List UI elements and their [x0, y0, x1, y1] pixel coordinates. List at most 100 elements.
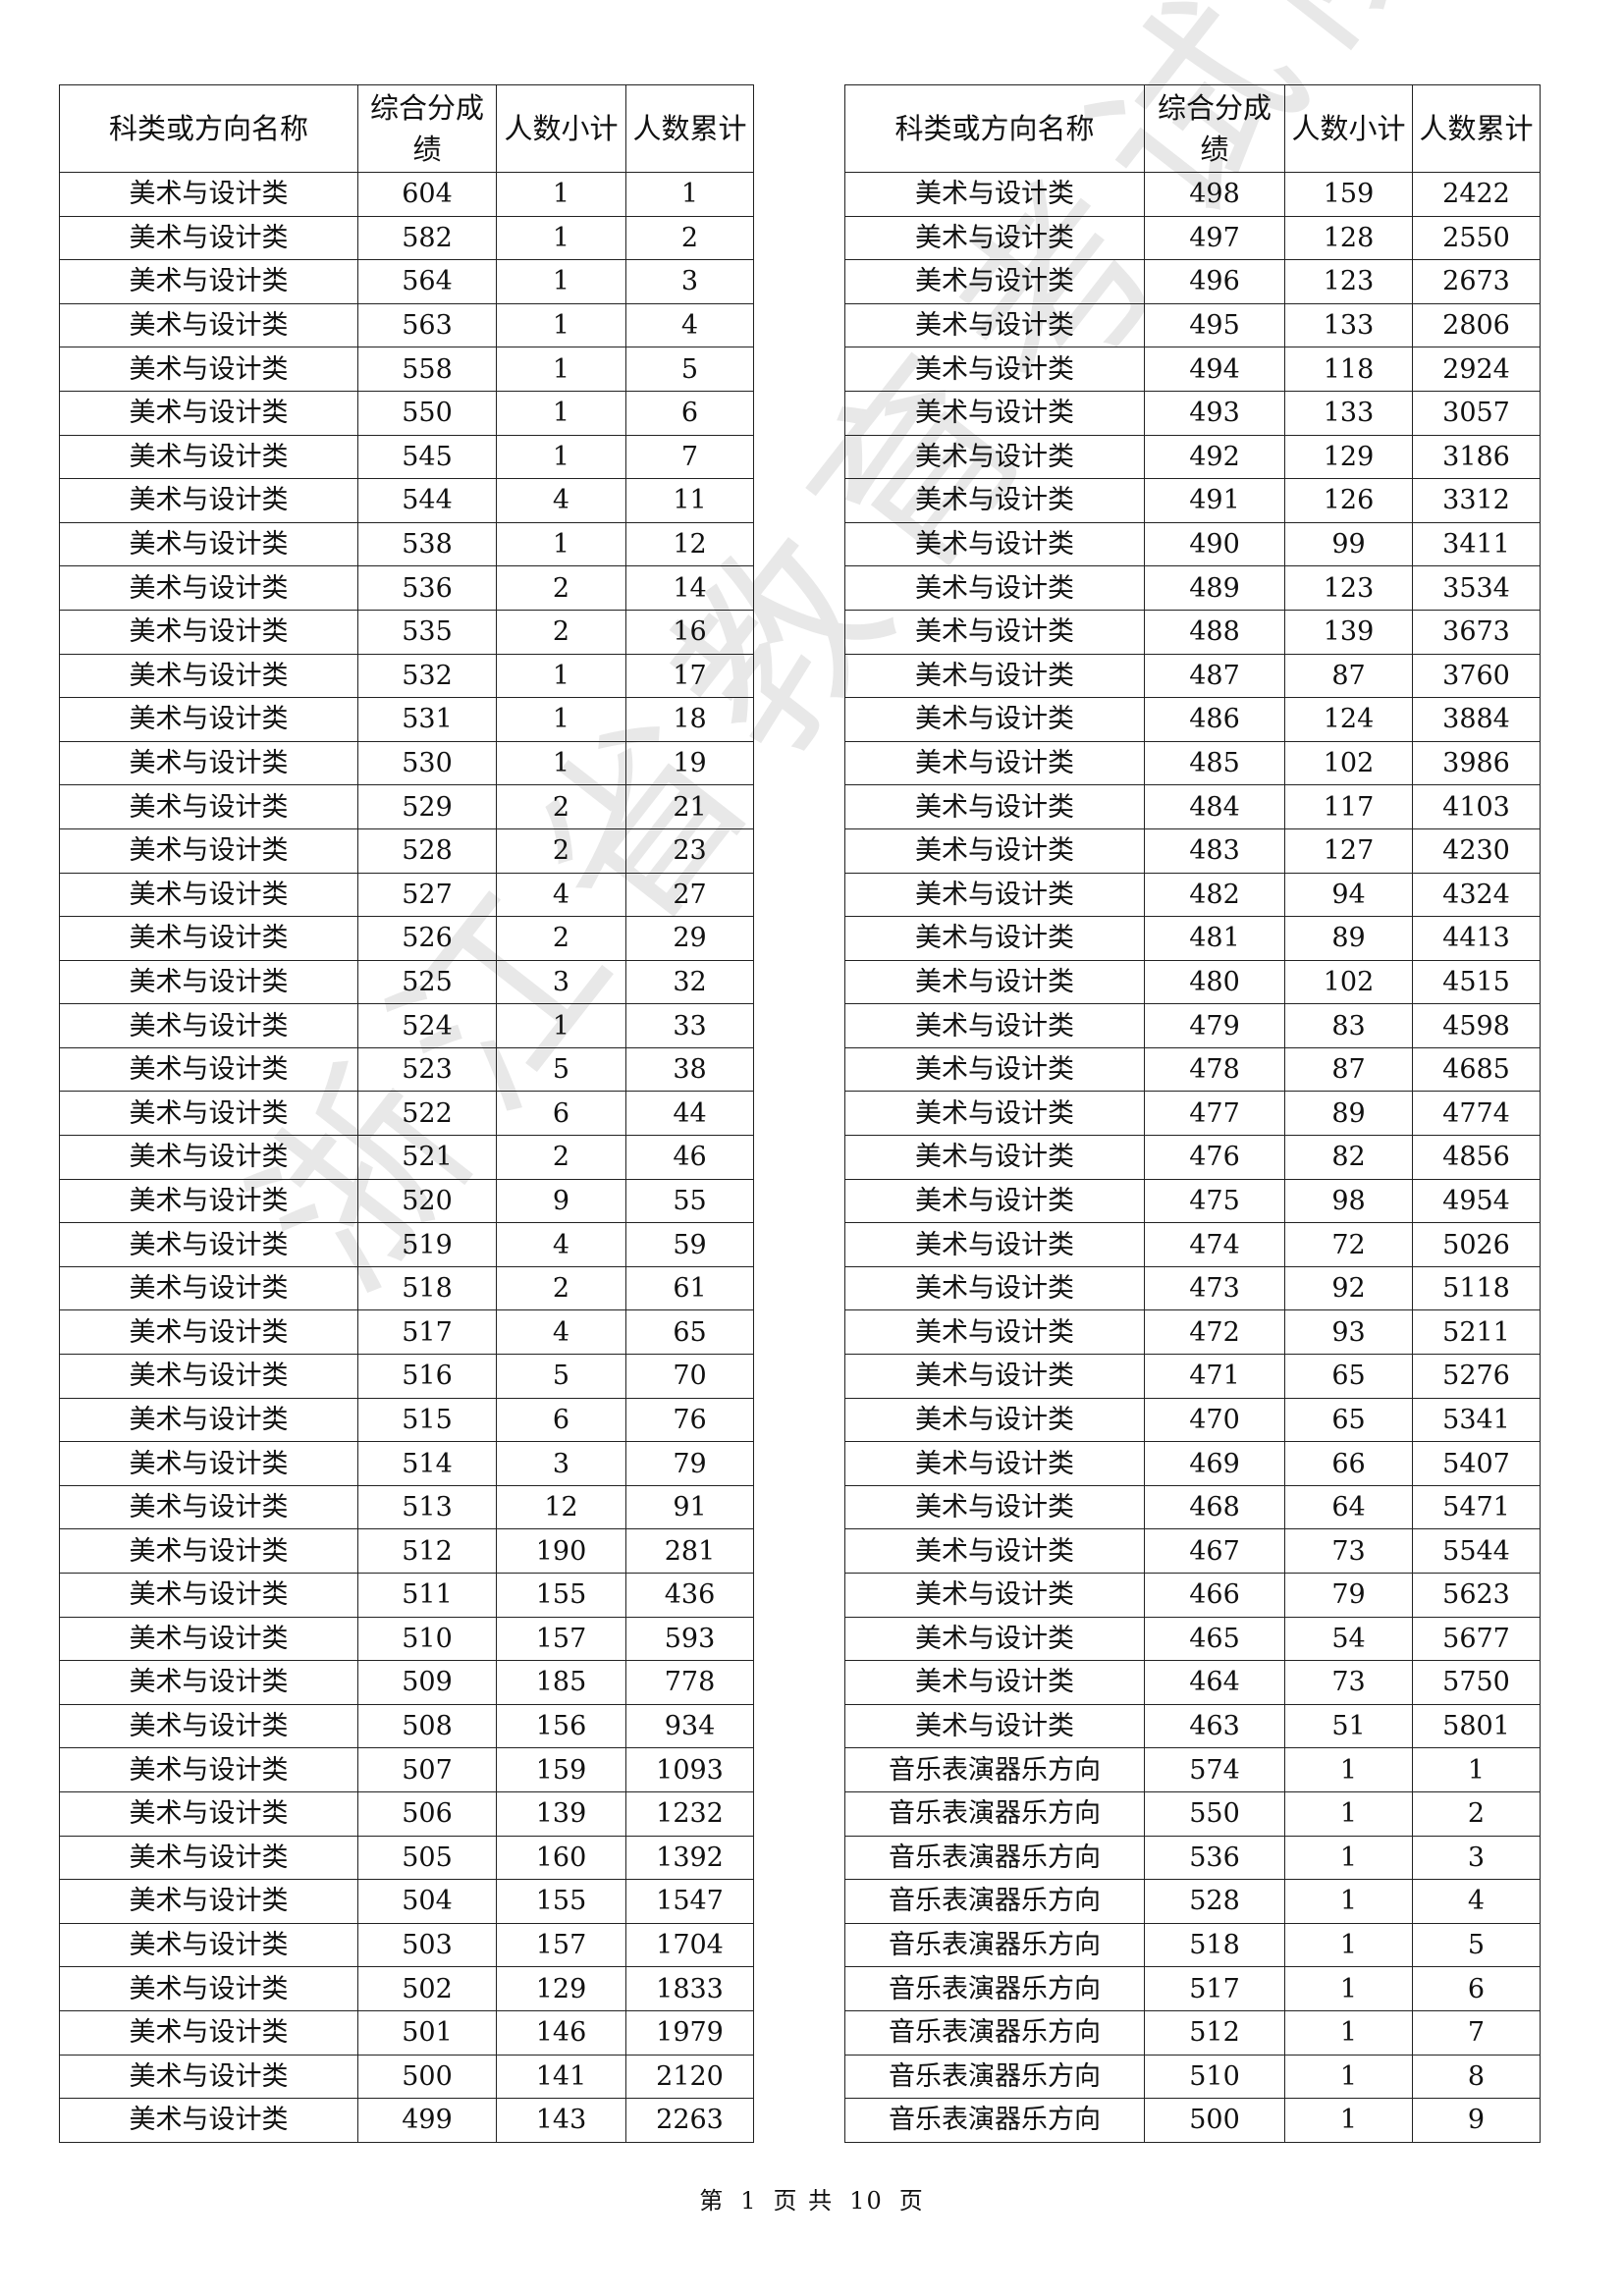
cell-name: 美术与设计类	[59, 1835, 358, 1881]
cell-cumulative: 5544	[1412, 1528, 1541, 1574]
cell-cumulative: 65	[625, 1309, 754, 1356]
table-row: 美术与设计类 521 2 46	[59, 1135, 754, 1180]
cell-score: 518	[357, 1265, 497, 1311]
cell-count: 157	[496, 1922, 626, 1968]
cell-count: 1	[1284, 1966, 1413, 2011]
cell-score: 582	[357, 215, 497, 261]
cell-name: 美术与设计类	[844, 959, 1145, 1005]
cell-count: 1	[1284, 2098, 1413, 2143]
score-table-left: 科类或方向名称 综合分成绩 人数小计 人数累计 美术与设计类 604 1 1 美术与设计…	[59, 84, 754, 2143]
cell-count: 2	[496, 828, 626, 874]
cell-name: 美术与设计类	[59, 1966, 358, 2011]
table-row: 美术与设计类 525 3 32	[59, 959, 754, 1005]
table-row: 美术与设计类 501 146 1979	[59, 2009, 754, 2056]
cell-count: 3	[496, 959, 626, 1005]
cell-score: 464	[1144, 1660, 1285, 1705]
cell-score: 510	[1144, 2054, 1285, 2100]
cell-cumulative: 1704	[625, 1922, 754, 1968]
cell-score: 550	[357, 390, 497, 436]
cell-count: 190	[496, 1528, 626, 1574]
cell-count: 155	[496, 1573, 626, 1618]
cell-count: 6	[496, 1091, 626, 1137]
cell-score: 528	[357, 828, 497, 874]
cell-cumulative: 5026	[1412, 1222, 1541, 1267]
cell-cumulative: 3534	[1412, 565, 1541, 611]
table-row: 美术与设计类 529 2 21	[59, 784, 754, 829]
cell-score: 468	[1144, 1484, 1285, 1530]
cell-score: 472	[1144, 1309, 1285, 1356]
cell-cumulative: 70	[625, 1354, 754, 1399]
cell-score: 517	[1144, 1966, 1285, 2011]
cell-count: 3	[496, 1441, 626, 1486]
cell-name: 美术与设计类	[844, 1354, 1145, 1399]
cell-name: 美术与设计类	[844, 828, 1145, 874]
cell-count: 157	[496, 1616, 626, 1662]
cell-count: 64	[1284, 1484, 1413, 1530]
table-row: 美术与设计类 497 128 2550	[844, 215, 1541, 261]
cell-count: 4	[496, 872, 626, 918]
table-row: 美术与设计类 467 73 5544	[844, 1528, 1541, 1574]
cell-cumulative: 4	[1412, 1879, 1541, 1924]
cell-score: 550	[1144, 1790, 1285, 1837]
score-table-right: 科类或方向名称 综合分成绩 人数小计 人数累计 美术与设计类 498 159 2422…	[844, 84, 1541, 2143]
cell-count: 66	[1284, 1441, 1413, 1486]
cell-name: 美术与设计类	[844, 1441, 1145, 1486]
cell-score: 469	[1144, 1441, 1285, 1486]
cell-score: 487	[1144, 653, 1285, 699]
cell-count: 94	[1284, 872, 1413, 918]
table-row: 美术与设计类 536 2 14	[59, 565, 754, 611]
cell-score: 525	[357, 959, 497, 1005]
table-row: 美术与设计类 494 118 2924	[844, 347, 1541, 392]
cell-name: 美术与设计类	[59, 1003, 358, 1048]
cell-count: 72	[1284, 1222, 1413, 1267]
cell-score: 478	[1144, 1046, 1285, 1093]
table-row: 美术与设计类 563 1 4	[59, 302, 754, 348]
cell-count: 118	[1284, 347, 1413, 392]
cell-cumulative: 79	[625, 1441, 754, 1486]
cell-name: 美术与设计类	[59, 1046, 358, 1093]
cell-count: 1	[496, 434, 626, 480]
cell-name: 美术与设计类	[59, 1265, 358, 1311]
cell-count: 1	[496, 740, 626, 786]
cell-cumulative: 16	[625, 609, 754, 655]
cell-count: 87	[1284, 653, 1413, 699]
cell-name: 美术与设计类	[844, 872, 1145, 918]
cell-name: 音乐表演器乐方向	[844, 1790, 1145, 1837]
cell-cumulative: 8	[1412, 2054, 1541, 2100]
cell-cumulative: 5211	[1412, 1309, 1541, 1356]
cell-name: 美术与设计类	[59, 172, 358, 217]
cell-count: 139	[1284, 609, 1413, 655]
table-row: 音乐表演器乐方向 500 1 9	[844, 2098, 1541, 2143]
cell-cumulative: 4103	[1412, 784, 1541, 829]
cell-score: 514	[357, 1441, 497, 1486]
cell-count: 1	[1284, 1747, 1413, 1792]
cell-name: 美术与设计类	[59, 2054, 358, 2100]
cell-count: 141	[496, 2054, 626, 2100]
cell-score: 488	[1144, 609, 1285, 655]
table-row: 美术与设计类 511 155 436	[59, 1573, 754, 1618]
cell-count: 6	[496, 1397, 626, 1443]
cell-cumulative: 5	[625, 347, 754, 392]
cell-name: 美术与设计类	[59, 1135, 358, 1180]
cell-name: 美术与设计类	[59, 609, 358, 655]
cell-name: 音乐表演器乐方向	[844, 1879, 1145, 1924]
cell-count: 185	[496, 1660, 626, 1705]
cell-name: 美术与设计类	[844, 565, 1145, 611]
cell-cumulative: 61	[625, 1265, 754, 1311]
table-row: 美术与设计类 482 94 4324	[844, 872, 1541, 918]
cell-score: 513	[357, 1484, 497, 1530]
footer-middle: 页 共	[773, 2187, 835, 2215]
cell-name: 美术与设计类	[844, 1528, 1145, 1574]
cell-count: 156	[496, 1703, 626, 1749]
cell-name: 美术与设计类	[844, 347, 1145, 392]
cell-cumulative: 778	[625, 1660, 754, 1705]
cell-name: 美术与设计类	[59, 1660, 358, 1705]
cell-score: 527	[357, 872, 497, 918]
cell-cumulative: 27	[625, 872, 754, 918]
cell-score: 490	[1144, 521, 1285, 567]
cell-name: 美术与设计类	[59, 302, 358, 348]
cell-score: 523	[357, 1046, 497, 1093]
cell-score: 511	[357, 1573, 497, 1618]
cell-cumulative: 9	[1412, 2098, 1541, 2143]
